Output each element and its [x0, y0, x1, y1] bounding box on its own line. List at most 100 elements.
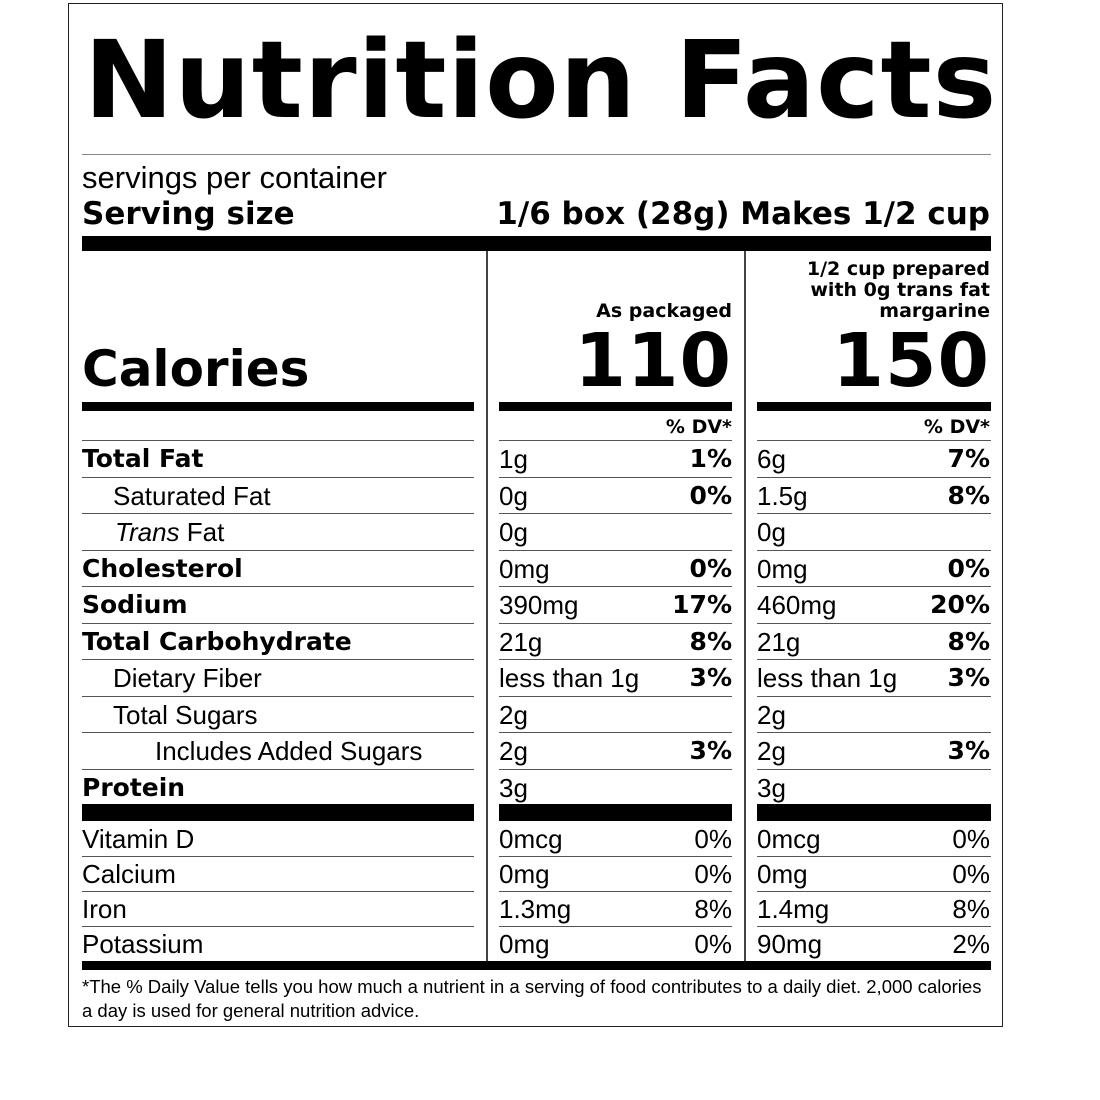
- nutrient-row-rule: [82, 440, 474, 441]
- col2-percent-dv: 8%: [947, 626, 990, 656]
- col1-percent-dv: 8%: [694, 894, 732, 924]
- vitamin-bar-col2: [757, 804, 991, 821]
- col1-amount: less than 1g: [499, 663, 640, 693]
- col1-percent-dv: 0%: [689, 553, 732, 583]
- nutrient-row-rule: [499, 622, 732, 624]
- nutrient-row-rule: [82, 513, 474, 514]
- col2-percent-dv: 3%: [947, 736, 990, 765]
- thick-divider-top: [82, 236, 991, 251]
- nutrient-name: Total Fat: [82, 444, 204, 473]
- vitamin-row-rule: [757, 891, 991, 892]
- col1-amount: 2g: [499, 736, 528, 766]
- nutrient-row-rule: [82, 622, 474, 624]
- col2-header-line2: with 0g trans fat: [810, 279, 990, 301]
- col2-amount: 1.4mg: [757, 894, 830, 924]
- col1-dv-header: % DV*: [665, 416, 732, 438]
- nutrition-label-panel: [68, 3, 1003, 1027]
- vitamin-row-rule: [82, 856, 474, 857]
- col2-percent-dv: 0%: [947, 553, 990, 583]
- nutrient-row-rule: [499, 768, 732, 770]
- nutrient-row-rule: [82, 549, 474, 551]
- col1-amount: 0g: [499, 480, 528, 511]
- col2-amount: 0mcg: [757, 824, 821, 854]
- nutrient-row-rule: [757, 768, 991, 770]
- col2-percent-dv: 8%: [947, 480, 990, 510]
- col2-amount: 1.5g: [757, 480, 808, 511]
- calories-bar-left: [82, 402, 474, 411]
- vitamin-name: Potassium: [82, 929, 204, 959]
- col2-header-line1: 1/2 cup prepared: [806, 258, 990, 280]
- col2-amount: 0mg: [757, 859, 808, 889]
- nutrient-row-rule: [757, 732, 991, 733]
- vitamin-bar-left: [82, 804, 474, 821]
- col2-dv-header: % DV*: [923, 416, 990, 438]
- col2-amount: 460mg: [757, 590, 837, 620]
- nutrient-row-rule: [82, 768, 474, 770]
- col1-amount: 2g: [499, 699, 528, 730]
- col2-percent-dv: 7%: [947, 444, 990, 473]
- col2-percent-dv: 0%: [952, 859, 990, 889]
- nutrient-row-rule: [757, 586, 991, 587]
- vitamin-bar-col1: [499, 804, 732, 821]
- nutrient-row-rule: [82, 732, 474, 733]
- serving-size-value: 1/6 box (28g) Makes 1/2 cup: [496, 196, 990, 232]
- col1-amount: 0g: [499, 517, 528, 547]
- nutrient-name: Saturated Fat: [113, 480, 271, 511]
- nutrient-row-rule: [757, 622, 991, 624]
- vitamin-row-rule: [757, 856, 991, 857]
- servings-per-container: servings per container: [82, 160, 387, 195]
- nutrient-name: Trans Fat: [115, 514, 224, 550]
- nutrient-name-rest: Fat: [179, 517, 225, 547]
- col1-percent-dv: 17%: [672, 590, 732, 619]
- nutrient-row-rule: [82, 695, 474, 697]
- nutrient-row-rule: [499, 586, 732, 587]
- nutrient-row-rule: [757, 659, 991, 660]
- col2-amount: less than 1g: [757, 663, 898, 693]
- nutrient-row-rule: [757, 513, 991, 514]
- col1-percent-dv: 8%: [689, 626, 732, 656]
- nutrient-name-italic: Trans: [115, 517, 180, 547]
- nutrient-row-rule: [82, 586, 474, 587]
- column-separator-2: [744, 251, 746, 961]
- nutrient-name: Includes Added Sugars: [155, 736, 423, 766]
- nutrient-row-rule: [499, 549, 732, 551]
- col1-amount: 0mg: [499, 553, 550, 584]
- col2-amount: 2g: [757, 699, 786, 730]
- title-divider: [82, 154, 991, 155]
- col1-amount: 0mg: [499, 929, 550, 959]
- thick-divider-bottom: [82, 961, 991, 970]
- nutrient-row-rule: [82, 476, 474, 478]
- col2-percent-dv: 0%: [952, 824, 990, 854]
- col2-amount: 0mg: [757, 553, 808, 584]
- col1-amount: 390mg: [499, 590, 579, 620]
- vitamin-name: Vitamin D: [82, 824, 195, 854]
- col1-header: As packaged: [596, 300, 732, 322]
- calories-bar-col2: [757, 402, 991, 411]
- nutrient-name: Sodium: [82, 590, 188, 619]
- nutrient-name: Dietary Fiber: [113, 663, 262, 693]
- nutrient-row-rule: [499, 732, 732, 733]
- vitamin-name: Iron: [82, 894, 127, 924]
- col2-percent-dv: 8%: [952, 894, 990, 924]
- nutrient-row-rule: [82, 659, 474, 660]
- vitamin-name: Calcium: [82, 859, 176, 889]
- nutrient-row-rule: [757, 695, 991, 697]
- vitamin-row-rule: [82, 891, 474, 892]
- col1-percent-dv: 0%: [694, 824, 732, 854]
- calories-bar-col1: [499, 402, 732, 411]
- nutrient-row-rule: [757, 549, 991, 551]
- col1-percent-dv: 0%: [694, 929, 732, 959]
- col1-calories: 110: [574, 318, 732, 404]
- nutrient-row-rule: [499, 659, 732, 660]
- nutrient-row-rule: [499, 695, 732, 697]
- col2-percent-dv: 20%: [930, 590, 990, 619]
- vitamin-row-rule: [499, 926, 732, 927]
- col2-header-line3: margarine: [879, 300, 990, 322]
- col2-amount: 6g: [757, 444, 786, 474]
- column-separator-1: [486, 251, 488, 961]
- footnote: *The % Daily Value tells you how much a …: [82, 976, 982, 1021]
- col2-amount: 2g: [757, 736, 786, 766]
- nutrient-name: Protein: [82, 772, 186, 802]
- col2-amount: 90mg: [757, 929, 823, 959]
- col1-percent-dv: 3%: [689, 663, 732, 692]
